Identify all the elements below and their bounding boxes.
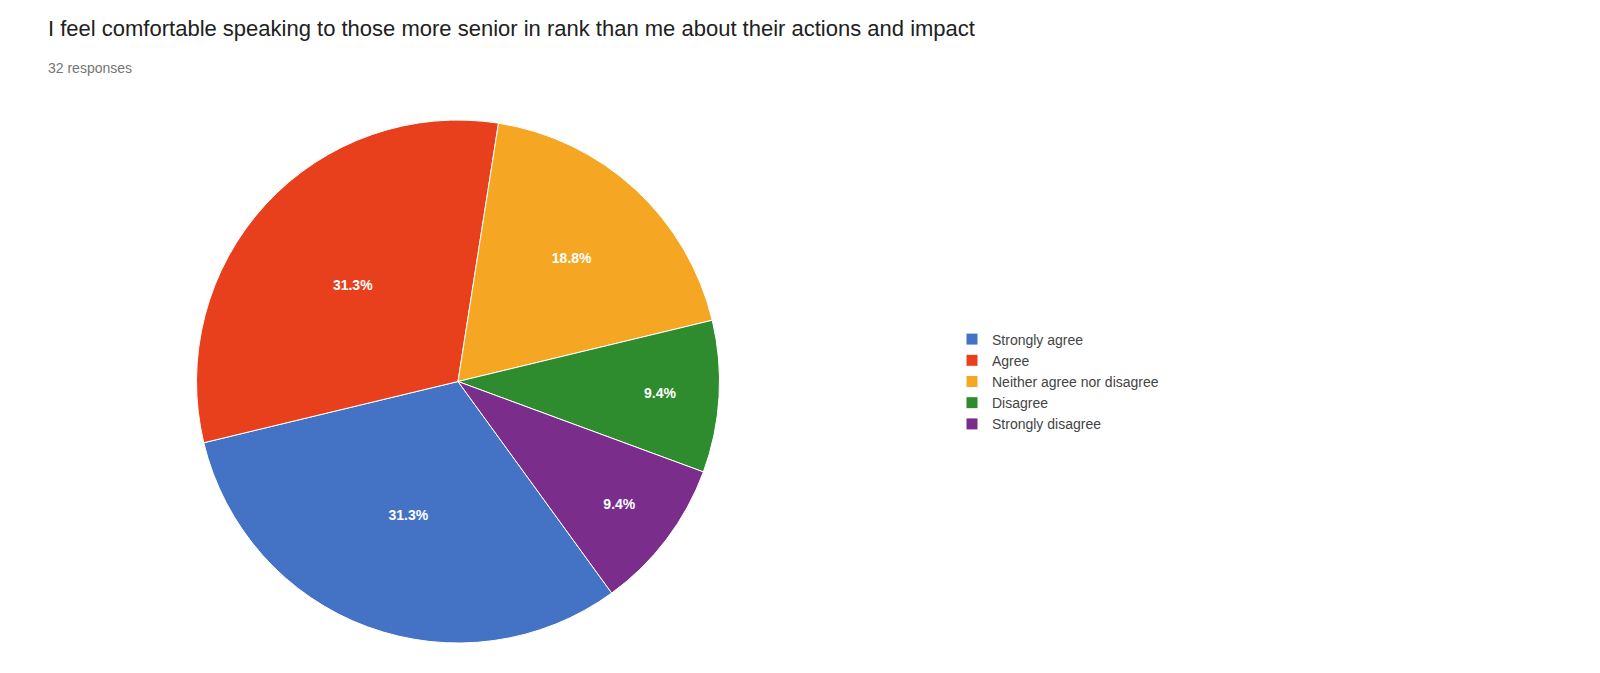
svg-text:Strongly disagree: Strongly disagree bbox=[992, 416, 1101, 432]
svg-text:Neither agree nor disagree: Neither agree nor disagree bbox=[992, 374, 1159, 390]
svg-text:9.4%: 9.4% bbox=[644, 385, 676, 401]
svg-text:31.3%: 31.3% bbox=[333, 277, 373, 293]
svg-text:I feel comfortable speaking to: I feel comfortable speaking to those mor… bbox=[48, 16, 975, 41]
svg-text:31.3%: 31.3% bbox=[389, 507, 429, 523]
svg-text:Strongly agree: Strongly agree bbox=[992, 332, 1083, 348]
svg-text:Agree: Agree bbox=[992, 353, 1030, 369]
svg-text:18.8%: 18.8% bbox=[552, 250, 592, 266]
svg-text:9.4%: 9.4% bbox=[603, 496, 635, 512]
svg-text:32 responses: 32 responses bbox=[48, 60, 132, 76]
svg-text:Disagree: Disagree bbox=[992, 395, 1048, 411]
